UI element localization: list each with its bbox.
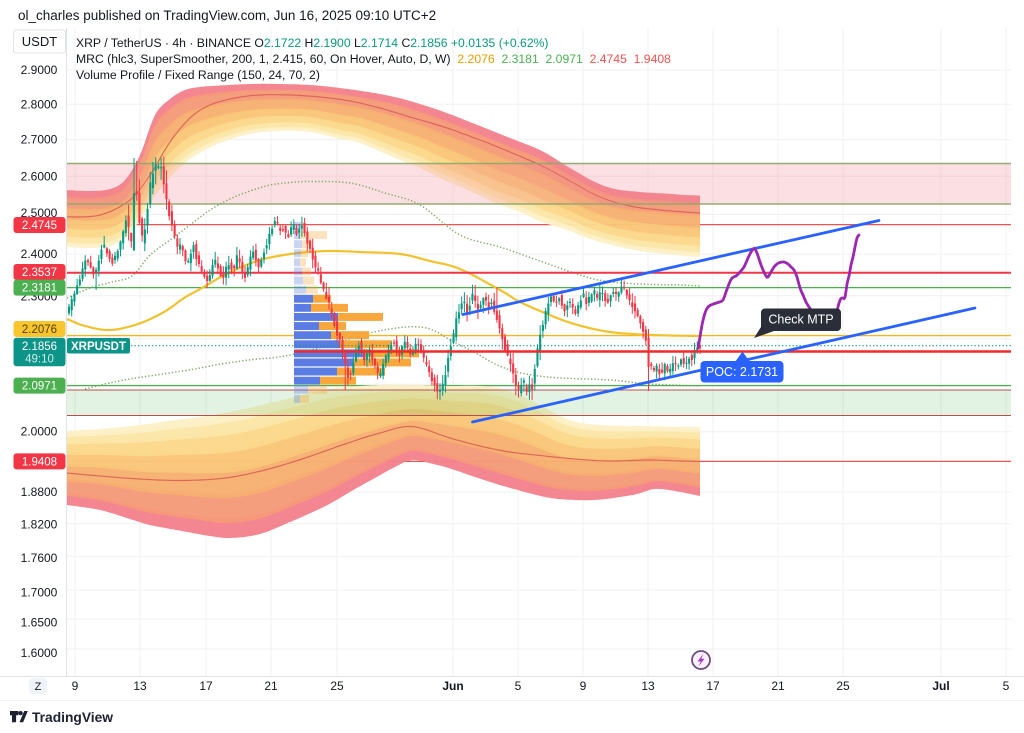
svg-text:2.9000: 2.9000 xyxy=(21,63,58,77)
svg-text:17: 17 xyxy=(706,679,720,693)
svg-text:Check MTP: Check MTP xyxy=(768,313,833,327)
svg-text:2.4745: 2.4745 xyxy=(22,220,57,232)
svg-text:13: 13 xyxy=(641,679,655,693)
svg-text:1.7000: 1.7000 xyxy=(21,586,58,600)
svg-text:2.1856: 2.1856 xyxy=(22,341,57,353)
svg-text:1.7600: 1.7600 xyxy=(21,551,58,565)
svg-text:USDT: USDT xyxy=(22,34,57,49)
svg-text:21: 21 xyxy=(264,679,278,693)
svg-text:1.6000: 1.6000 xyxy=(21,646,58,660)
svg-text:1.8200: 1.8200 xyxy=(21,517,58,531)
svg-text:2.6000: 2.6000 xyxy=(21,170,58,184)
svg-text:2.8000: 2.8000 xyxy=(21,97,58,111)
svg-text:2.3181: 2.3181 xyxy=(22,283,57,295)
svg-text:MRC (hlc3, SuperSmoother, 200,: MRC (hlc3, SuperSmoother, 200, 1, 2.415,… xyxy=(76,52,671,66)
svg-text:2.0971: 2.0971 xyxy=(22,381,57,393)
svg-text:9: 9 xyxy=(580,679,587,693)
svg-text:9: 9 xyxy=(72,679,79,693)
svg-text:2.2076: 2.2076 xyxy=(22,324,57,336)
svg-text:2.4000: 2.4000 xyxy=(21,247,58,261)
svg-text:2.5000: 2.5000 xyxy=(21,206,58,220)
svg-text:Jul: Jul xyxy=(932,679,949,693)
svg-text:5: 5 xyxy=(1003,679,1010,693)
svg-text:2.7000: 2.7000 xyxy=(21,133,58,147)
svg-text:21: 21 xyxy=(771,679,785,693)
svg-text:1.6500: 1.6500 xyxy=(21,615,58,629)
svg-text:Z: Z xyxy=(35,681,42,693)
svg-text:XRP / TetherUS · 4h · BINANCE: XRP / TetherUS · 4h · BINANCE O2.1722 H2… xyxy=(76,36,549,50)
svg-text:ol_charles published on Tradin: ol_charles published on TradingView.com,… xyxy=(18,8,436,23)
svg-text:13: 13 xyxy=(133,679,147,693)
svg-text:5: 5 xyxy=(515,679,522,693)
svg-text:TradingView: TradingView xyxy=(32,710,113,725)
svg-text:Volume Profile / Fixed Range (: Volume Profile / Fixed Range (150, 24, 7… xyxy=(76,68,320,82)
svg-text:POC: 2.1731: POC: 2.1731 xyxy=(706,365,778,379)
svg-text:Jun: Jun xyxy=(442,679,463,693)
svg-text:2.0000: 2.0000 xyxy=(21,425,58,439)
svg-text:25: 25 xyxy=(330,679,344,693)
svg-text:25: 25 xyxy=(836,679,850,693)
svg-text:49:10: 49:10 xyxy=(25,354,54,366)
svg-text:XRPUSDT: XRPUSDT xyxy=(71,341,126,353)
svg-text:1.9408: 1.9408 xyxy=(22,456,57,468)
svg-text:1.8800: 1.8800 xyxy=(21,485,58,499)
svg-text:17: 17 xyxy=(199,679,213,693)
svg-text:2.3537: 2.3537 xyxy=(22,267,57,279)
